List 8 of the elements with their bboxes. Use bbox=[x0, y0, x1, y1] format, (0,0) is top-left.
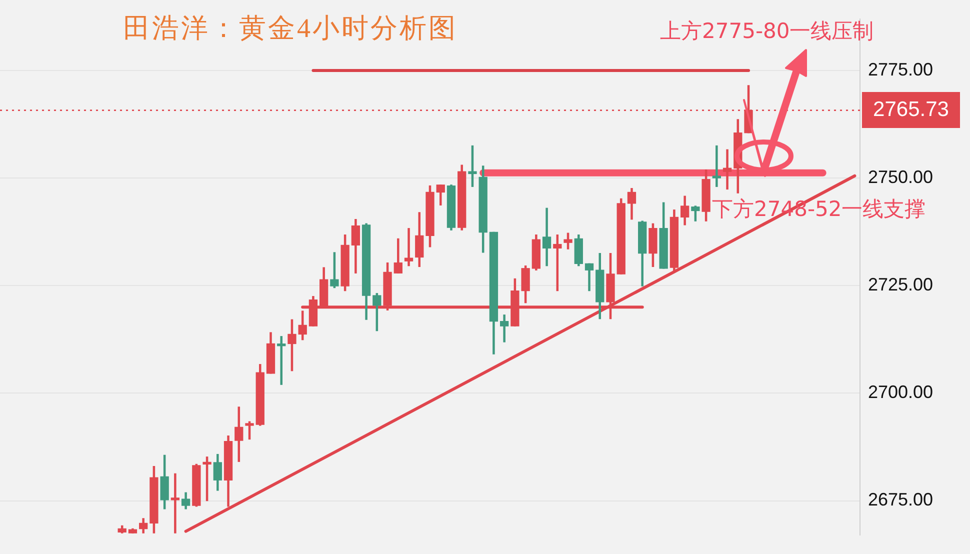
y-tick-label: 2700.00 bbox=[868, 382, 934, 402]
chart-title: 田浩洋：黄金4小时分析图 bbox=[123, 12, 458, 45]
y-tick-label: 2750.00 bbox=[868, 166, 934, 187]
y-tick-label: 2675.00 bbox=[868, 490, 934, 510]
annotation: 上方2775-80一线压制 bbox=[660, 18, 874, 45]
y-tick-label: 2725.00 bbox=[868, 274, 934, 295]
y-tick-label: 2775.00 bbox=[868, 59, 934, 80]
ref-line-label: 2765.73 bbox=[862, 92, 960, 128]
